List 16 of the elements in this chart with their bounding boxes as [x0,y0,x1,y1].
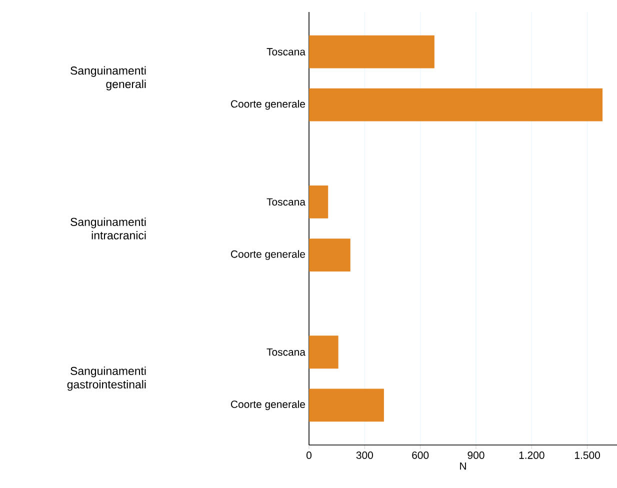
y-tick-label: Toscana [266,198,306,206]
y-tick-label: Toscana [266,348,306,356]
y-tick-label: Coorte generale [231,400,305,410]
text: Sanguinamenti generali [70,66,146,90]
x-tick-label: 0 [306,452,312,459]
text: Sanguinamenti gastrointestinali [67,366,146,391]
x-axis-title: N [460,462,466,470]
x-tick-label: 900 [468,452,484,459]
x-tick-label: 600 [412,452,429,459]
y-tick-label: Coorte generale [231,100,305,110]
x-tick-label: 1.500 [575,452,600,459]
x-tick-label: 1.200 [519,452,544,459]
x-tick-label: 300 [356,452,373,459]
text: Sanguinamenti intracranici [70,218,146,240]
y-tick-label: Coorte generale [231,250,305,260]
y-tick-label: Toscana [266,48,306,56]
